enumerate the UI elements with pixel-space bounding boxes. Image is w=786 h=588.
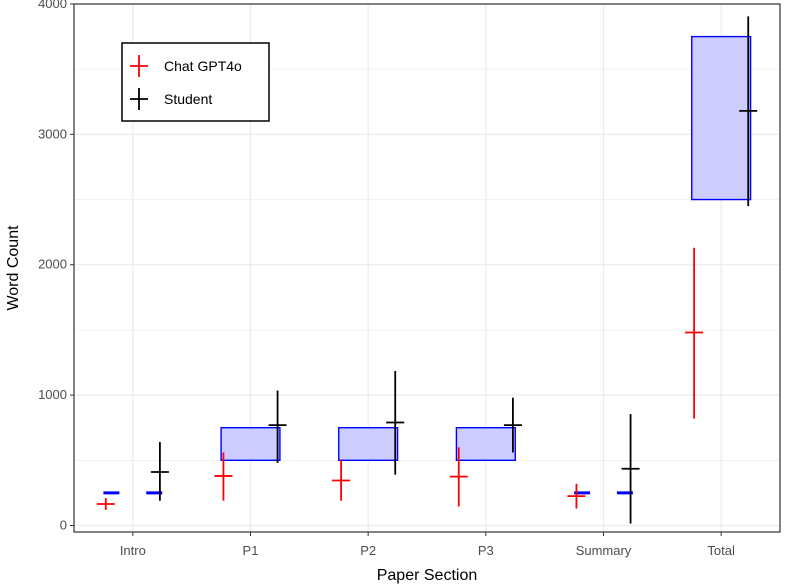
data-point-chatgpt [567,483,586,509]
x-axis-title: Paper Section [377,567,478,584]
y-tick-label: 4000 [38,0,67,11]
series [96,16,758,524]
y-tick-label: 1000 [38,387,67,402]
x-tick-label: P1 [243,543,259,558]
data-point-chatgpt [96,498,115,510]
legend-box [121,42,270,122]
target-ranges [103,35,752,495]
x-tick-label: P3 [478,543,494,558]
legend: Chat GPT4o Student [121,42,270,122]
legend-label: Chat GPT4o [164,58,242,74]
target-range-box [455,427,516,461]
data-point-student [150,442,169,501]
data-point-student [621,414,640,524]
data-point-chatgpt [214,452,233,501]
target-range-box [220,427,281,461]
panel-border [73,3,781,533]
x-tick-label: Summary [576,543,632,558]
data-point-student [386,370,405,475]
legend-label: Student [164,91,212,107]
y-tick-label: 2000 [38,257,67,272]
y-axis-title: Word Count [5,225,22,311]
target-range-box [338,427,399,461]
y-tick-label: 0 [60,517,67,532]
data-point-student [739,16,758,207]
data-point-chatgpt [685,247,704,419]
x-tick-label: Intro [120,543,146,558]
data-point-student [268,390,287,463]
data-point-chatgpt [449,447,468,507]
x-tick-label: Total [707,543,735,558]
x-axis-ticks: Intro P1 P2 P3 Summary Total [120,532,735,558]
target-range-box [691,35,752,201]
y-axis-ticks: 0 1000 2000 3000 4000 [38,0,74,532]
data-point-student [503,397,522,453]
y-tick-label: 3000 [38,126,67,141]
data-point-chatgpt [332,460,351,501]
x-tick-label: P2 [360,543,376,558]
